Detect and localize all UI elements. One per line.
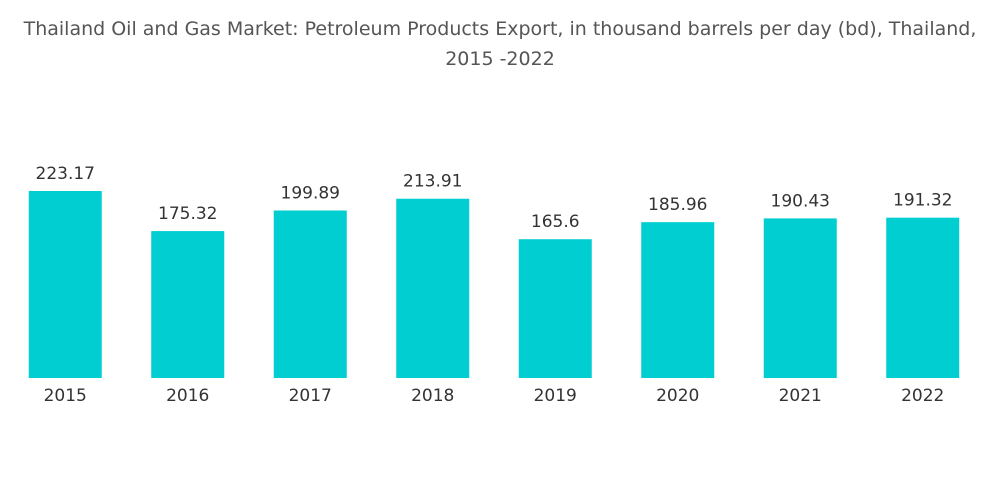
x-tick-label: 2019	[534, 386, 577, 406]
bar	[886, 217, 960, 378]
x-tick-label: 2016	[166, 386, 209, 406]
x-tick-label: 2022	[901, 386, 944, 406]
bar	[151, 231, 225, 378]
bar	[641, 222, 715, 378]
value-label: 175.32	[158, 204, 217, 224]
x-tick-label: 2020	[656, 386, 699, 406]
value-label: 191.32	[893, 191, 952, 211]
value-label: 213.91	[403, 172, 462, 192]
bar	[273, 210, 347, 378]
value-label: 165.6	[531, 212, 580, 232]
value-label: 185.96	[648, 195, 707, 215]
bar	[396, 198, 470, 378]
x-tick-label: 2018	[411, 386, 454, 406]
chart-title: Thailand Oil and Gas Market: Petroleum P…	[23, 18, 977, 70]
value-label: 190.43	[771, 191, 830, 211]
value-label: 199.89	[281, 183, 340, 203]
bar	[28, 190, 102, 378]
x-tick-label: 2017	[289, 386, 332, 406]
value-label: 223.17	[36, 164, 95, 184]
x-tick-label: 2015	[44, 386, 87, 406]
bar	[518, 239, 592, 378]
x-tick-label: 2021	[779, 386, 822, 406]
bar	[763, 218, 837, 378]
